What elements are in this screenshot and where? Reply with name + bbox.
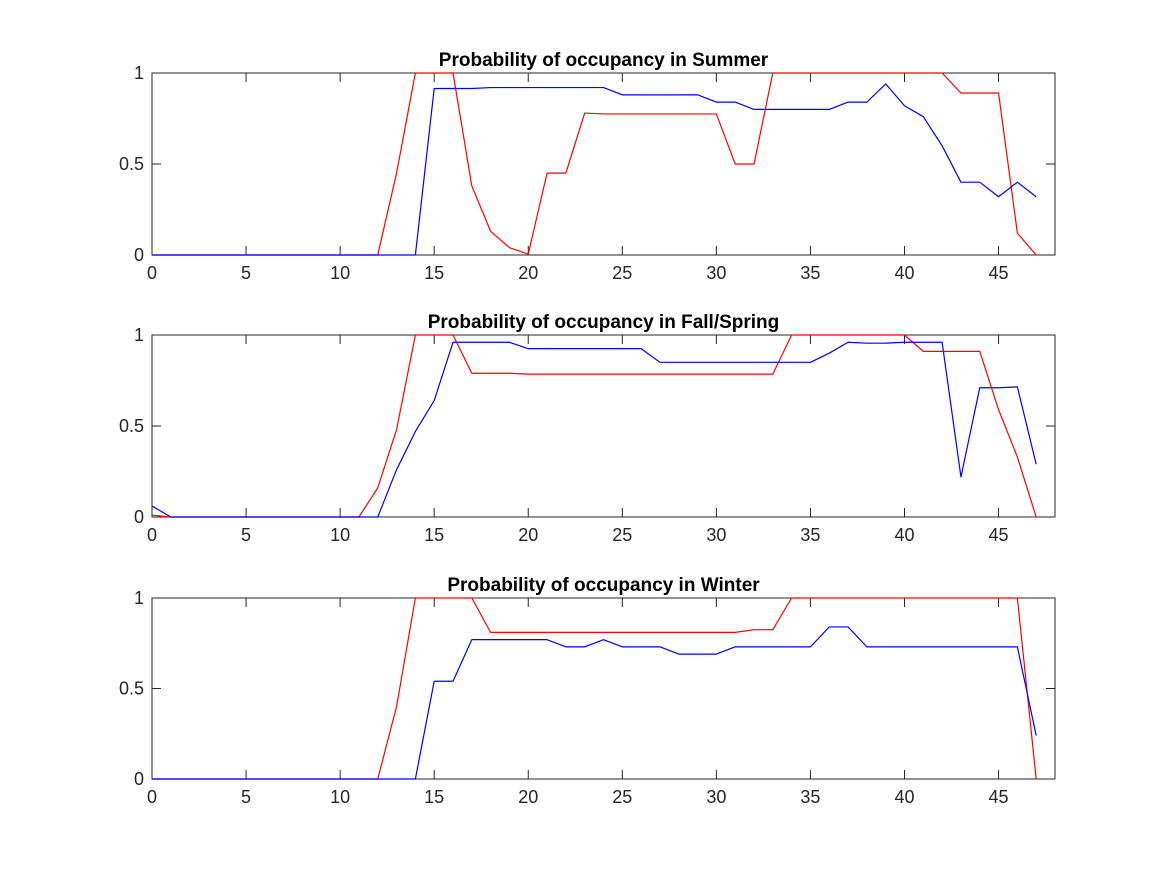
x-tick-label: 25 [612, 787, 632, 807]
x-tick-label: 10 [330, 525, 350, 545]
x-tick-label: 35 [800, 263, 820, 283]
x-tick-label: 20 [518, 525, 538, 545]
y-tick-label: 1 [134, 325, 144, 345]
x-tick-label: 35 [800, 787, 820, 807]
y-tick-label: 0 [134, 245, 144, 265]
x-tick-label: 15 [424, 525, 444, 545]
series-line-2 [152, 83, 1037, 256]
x-tick-label: 5 [241, 787, 251, 807]
y-tick-label: 0 [134, 769, 144, 789]
axes-box [151, 597, 1056, 780]
axes-box [151, 72, 1056, 256]
x-tick-label: 45 [989, 525, 1009, 545]
y-tick-label: 1 [134, 588, 144, 608]
y-tick-label: 1 [134, 63, 144, 83]
x-tick-label: 5 [241, 525, 251, 545]
x-tick-label: 25 [612, 263, 632, 283]
x-tick-label: 20 [518, 263, 538, 283]
x-tick-label: 10 [330, 263, 350, 283]
chart-title: Probability of occupancy in Winter [447, 575, 760, 596]
x-tick-label: 10 [330, 787, 350, 807]
subplot-2: Probability of occupancy in Fall/Spring 0… [119, 312, 1056, 545]
x-tick-label: 35 [800, 525, 820, 545]
x-tick-label: 15 [424, 787, 444, 807]
x-tick-label: 0 [147, 263, 157, 283]
x-tick-label: 20 [518, 787, 538, 807]
y-tick-label: 0.5 [119, 416, 144, 436]
x-tick-label: 30 [706, 787, 726, 807]
y-tick-label: 0.5 [119, 679, 144, 699]
x-tick-label: 0 [147, 787, 157, 807]
x-tick-label: 45 [989, 263, 1009, 283]
x-tick-label: 40 [894, 525, 914, 545]
series-line-2 [151, 341, 1037, 518]
x-tick-label: 40 [894, 263, 914, 283]
x-tick-label: 45 [989, 787, 1009, 807]
series-line-2 [152, 626, 1037, 780]
x-tick-label: 30 [706, 525, 726, 545]
y-tick-label: 0 [134, 507, 144, 527]
x-tick-label: 0 [147, 525, 157, 545]
x-tick-label: 15 [424, 263, 444, 283]
x-tick-label: 25 [612, 525, 632, 545]
chart-title: Probability of occupancy in Fall/Spring [428, 312, 780, 333]
chart-title: Probability of occupancy in Summer [439, 50, 769, 71]
axes-box [151, 334, 1056, 518]
x-tick-label: 40 [894, 787, 914, 807]
y-tick-label: 0.5 [119, 154, 144, 174]
x-tick-label: 30 [706, 263, 726, 283]
x-tick-label: 5 [241, 263, 251, 283]
